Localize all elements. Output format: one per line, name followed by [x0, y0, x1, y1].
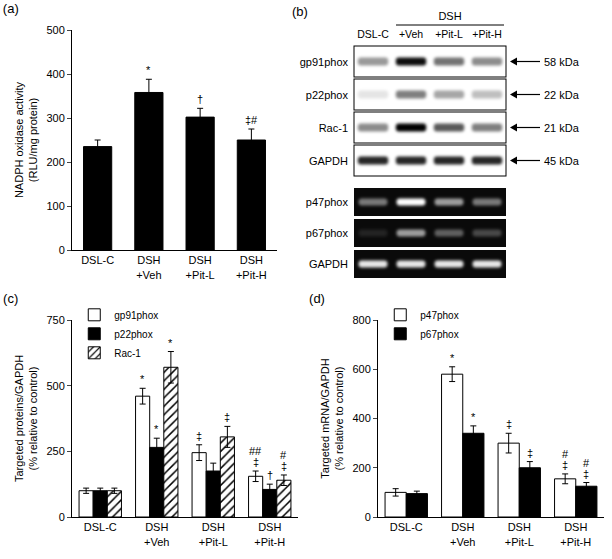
svg-text:+Pit-H: +Pit-H: [472, 28, 501, 40]
svg-text:#: #: [280, 449, 287, 461]
svg-text:DSH+Veh: DSH+Veh: [450, 521, 475, 547]
svg-text:58 kDa: 58 kDa: [544, 56, 580, 68]
svg-text:##: ##: [249, 445, 262, 457]
svg-text:*: *: [450, 352, 455, 364]
svg-text:‡: ‡: [506, 418, 512, 430]
svg-text:‡: ‡: [281, 460, 287, 472]
svg-text:#: #: [562, 448, 569, 460]
svg-text:DSH+Pit-H: DSH+Pit-H: [560, 521, 591, 547]
svg-text:0: 0: [365, 511, 371, 523]
svg-text:DSH+Pit-H: DSH+Pit-H: [236, 254, 267, 280]
svg-text:NADPH oxidase activity(RLU/mg: NADPH oxidase activity(RLU/mg protein): [13, 81, 39, 198]
svg-text:DSL-C: DSL-C: [357, 28, 389, 40]
svg-text:p47phox: p47phox: [420, 310, 458, 321]
svg-text:‡: ‡: [196, 430, 202, 442]
svg-text:DSL-C: DSL-C: [84, 521, 117, 533]
svg-text:(d): (d): [309, 291, 325, 306]
svg-text:200: 200: [46, 156, 64, 168]
svg-text:‡: ‡: [583, 468, 589, 480]
svg-text:DSH+Pit-L: DSH+Pit-L: [505, 521, 534, 547]
svg-text:gp91phox: gp91phox: [300, 56, 349, 68]
svg-text:*: *: [146, 64, 151, 76]
svg-text:DSH+Pit-L: DSH+Pit-L: [199, 521, 228, 547]
svg-text:250: 250: [46, 445, 64, 457]
svg-text:300: 300: [46, 112, 64, 124]
svg-text:Rac-1: Rac-1: [319, 122, 348, 134]
svg-text:(b): (b): [292, 4, 308, 19]
svg-text:21 kDa: 21 kDa: [544, 122, 580, 134]
svg-text:†: †: [197, 93, 203, 105]
svg-text:22 kDa: 22 kDa: [544, 89, 580, 101]
svg-text:‡: ‡: [562, 459, 568, 471]
svg-text:Rac-1: Rac-1: [114, 348, 141, 359]
svg-text:100: 100: [46, 200, 64, 212]
svg-text:(a): (a): [3, 1, 19, 16]
svg-text:‡#: ‡#: [245, 114, 258, 126]
svg-text:p22phox: p22phox: [306, 89, 349, 101]
svg-text:600: 600: [352, 363, 370, 375]
svg-text:Targeted proteins/GAPDH(% rela: Targeted proteins/GAPDH(% relative to co…: [13, 355, 39, 482]
svg-text:0: 0: [59, 244, 65, 256]
svg-text:(c): (c): [3, 291, 18, 306]
svg-text:GAPDH: GAPDH: [309, 155, 348, 167]
svg-text:p47phox: p47phox: [306, 196, 349, 208]
svg-text:gp91phox: gp91phox: [114, 310, 158, 321]
svg-text:DSH+Veh: DSH+Veh: [144, 521, 169, 547]
svg-text:45 kDa: 45 kDa: [544, 155, 580, 167]
svg-text:*: *: [140, 373, 145, 385]
svg-text:p67phox: p67phox: [420, 329, 458, 340]
svg-text:200: 200: [352, 462, 370, 474]
svg-text:800: 800: [352, 314, 370, 326]
svg-text:DSL-C: DSL-C: [81, 254, 114, 266]
svg-text:DSH+Pit-L: DSH+Pit-L: [186, 254, 215, 280]
svg-text:750: 750: [46, 314, 64, 326]
svg-text:DSH+Veh: DSH+Veh: [136, 254, 161, 280]
svg-text:+Veh: +Veh: [399, 28, 423, 40]
svg-text:p22phox: p22phox: [114, 329, 152, 340]
svg-text:‡: ‡: [224, 411, 230, 423]
svg-text:‡: ‡: [253, 456, 259, 468]
svg-text:p67phox: p67phox: [306, 227, 349, 239]
svg-text:‡: ‡: [527, 447, 533, 459]
svg-text:DSH: DSH: [438, 10, 461, 22]
svg-text:GAPDH: GAPDH: [309, 258, 348, 270]
svg-text:DSH+Pit-H: DSH+Pit-H: [254, 521, 285, 547]
svg-text:*: *: [168, 337, 173, 349]
svg-text:*: *: [154, 423, 159, 435]
svg-text:Targeted mRNA/GAPDH(% relative: Targeted mRNA/GAPDH(% relative to contro…: [319, 358, 345, 478]
svg-text:400: 400: [46, 68, 64, 80]
svg-text:†: †: [267, 469, 273, 481]
svg-text:500: 500: [46, 24, 64, 36]
svg-text:DSL-C: DSL-C: [390, 521, 423, 533]
svg-text:*: *: [471, 411, 476, 423]
svg-text:500: 500: [46, 380, 64, 392]
svg-text:0: 0: [59, 511, 65, 523]
svg-text:400: 400: [352, 412, 370, 424]
svg-text:+Pit-L: +Pit-L: [435, 28, 463, 40]
svg-text:#: #: [583, 457, 590, 469]
